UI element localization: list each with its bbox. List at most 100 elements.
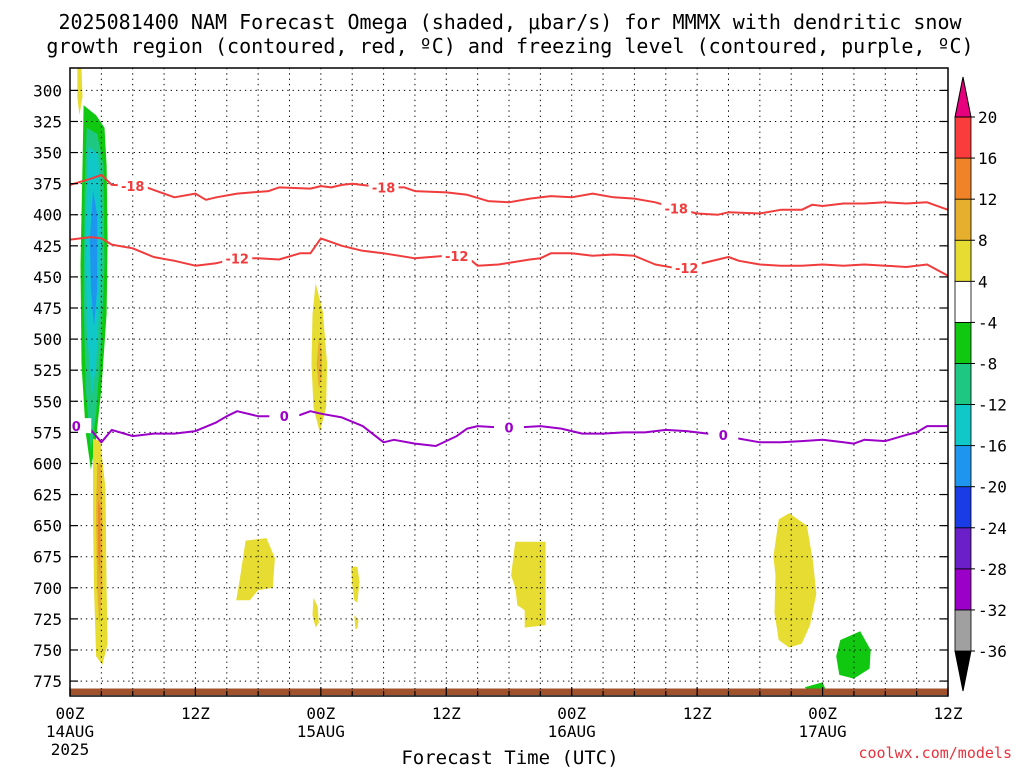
x-tick-label: 12Z [181,704,210,723]
x-tick-label: 12Z [432,704,461,723]
contour-minus12-label-bg [671,260,702,276]
y-tick-label: 575 [33,423,62,442]
colorbar-tick-label: 20 [978,108,997,127]
y-tick-label: 550 [33,392,62,411]
colorbar-segment [954,280,972,323]
omega-region-0 [77,68,83,116]
y-tick-label: 425 [33,237,62,256]
colorbar-segment [954,157,972,200]
contour-minus12-line [69,236,949,277]
colorbar-segment [954,321,972,364]
freezing-level-label-bg [61,418,92,434]
freezing-level-label: 0 [280,410,289,425]
x-tick-label: 12Z [934,704,963,723]
colorbar-tick-label: -12 [978,396,1007,415]
freezing-level-line [69,410,948,447]
colorbar-segment [954,445,972,488]
x-tick-label: 00Z [557,704,586,723]
y-tick-label: 600 [33,454,62,473]
omega-region-13 [354,615,359,629]
omega-shaded-layer [77,68,871,694]
omega-region-16 [836,631,871,679]
colorbar-segment [954,486,972,529]
contour-minus12-label-bg [441,247,472,263]
contour-minus12-label: -12 [445,250,469,265]
chart-title-line-2: growth region (contoured, red, ºC) and f… [46,34,973,58]
y-tick-label: 650 [33,517,62,536]
contour-minus18-label: -18 [664,203,688,218]
omega-region-4 [89,189,98,327]
contour-minus18-label: -18 [121,180,145,195]
contour-minus12-label: -12 [225,252,249,267]
colorbar-segment [954,404,972,447]
colorbar-segment [954,568,972,611]
y-tick-label: 700 [33,579,62,598]
colorbar-tick-label: -24 [978,519,1007,538]
contour-minus18-label-bg [368,179,399,195]
colorbar-segment [954,527,972,570]
y-tick-label: 750 [33,641,62,660]
freezing-level-label: 0 [72,420,81,435]
colorbar-tick-label: 12 [978,190,997,209]
y-tick-label: 475 [33,299,62,318]
freezing-level-label-bg [269,408,300,424]
colorbar-segment [954,116,972,159]
contour-minus18-line [69,173,949,216]
contour-minus18-label-bg [117,178,148,194]
y-tick-label: 300 [33,81,62,100]
y-tick-label: 400 [33,206,62,225]
y-tick-label: 450 [33,268,62,287]
colorbar-tick-label: -36 [978,642,1007,661]
x-tick-date: 14AUG [46,722,94,741]
contour-layer: -18 -18 -18 -12 -12 -12 0 0 0 0 [61,173,949,447]
contour-minus12-label: -12 [675,262,699,277]
colorbar-tick-label: 16 [978,149,997,168]
freezing-level-label-bg [708,426,739,442]
colorbar: -36 -32 -28 -24 -20 -16 -12 -8 -4 4 8 12 16 20 [954,76,1007,692]
contour-minus18-label-bg [661,200,692,216]
freezing-level-label-bg [494,419,524,435]
y-axis: 300 325 350 375 400 425 450 475 500 525 550 575 600 6… [33,81,948,691]
x-tick-date: 16AUG [548,722,596,741]
omega-region-15 [773,513,817,648]
x-tick-year: 2025 [51,740,90,759]
x-tick-date: 15AUG [297,722,345,741]
colorbar-tick-label: -20 [978,478,1007,497]
freezing-level-label: 0 [504,421,513,436]
y-tick-label: 375 [33,175,62,194]
omega-region-11 [312,597,319,628]
contour-minus12-label-bg [222,250,253,266]
x-tick-label: 00Z [808,704,837,723]
contour-minus18-label: -18 [372,181,396,196]
colorbar-tick-label: -4 [978,313,997,332]
x-tick-label: 00Z [56,704,85,723]
colorbar-min-arrow [954,650,972,692]
y-tick-label: 675 [33,548,62,567]
x-tick-label: 12Z [683,704,712,723]
colorbar-segment [954,609,972,652]
colorbar-segment [954,363,972,405]
chart-title-line-1: 2025081400 NAM Forecast Omega (shaded, μ… [58,10,962,34]
colorbar-tick-label: -28 [978,560,1007,579]
y-tick-label: 350 [33,144,62,163]
omega-region-10 [236,538,275,601]
colorbar-tick-label: -8 [978,354,997,373]
y-tick-label: 500 [33,330,62,349]
colorbar-tick-label: 8 [978,231,988,250]
y-tick-label: 725 [33,610,62,629]
omega-region-12 [351,566,360,603]
colorbar-max-arrow [954,76,972,118]
colorbar-tick-label: 4 [978,272,988,291]
omega-region-14 [511,541,546,628]
colorbar-tick-label: -32 [978,601,1007,620]
credit-text: coolwx.com/models [858,744,1012,762]
omega-region-7 [98,500,101,576]
x-tick-date: 17AUG [798,722,846,741]
grid-layer [70,68,948,696]
y-tick-label: 525 [33,361,62,380]
colorbar-segment [954,239,972,282]
y-tick-label: 625 [33,486,62,505]
colorbar-tick-label: -16 [978,437,1007,456]
